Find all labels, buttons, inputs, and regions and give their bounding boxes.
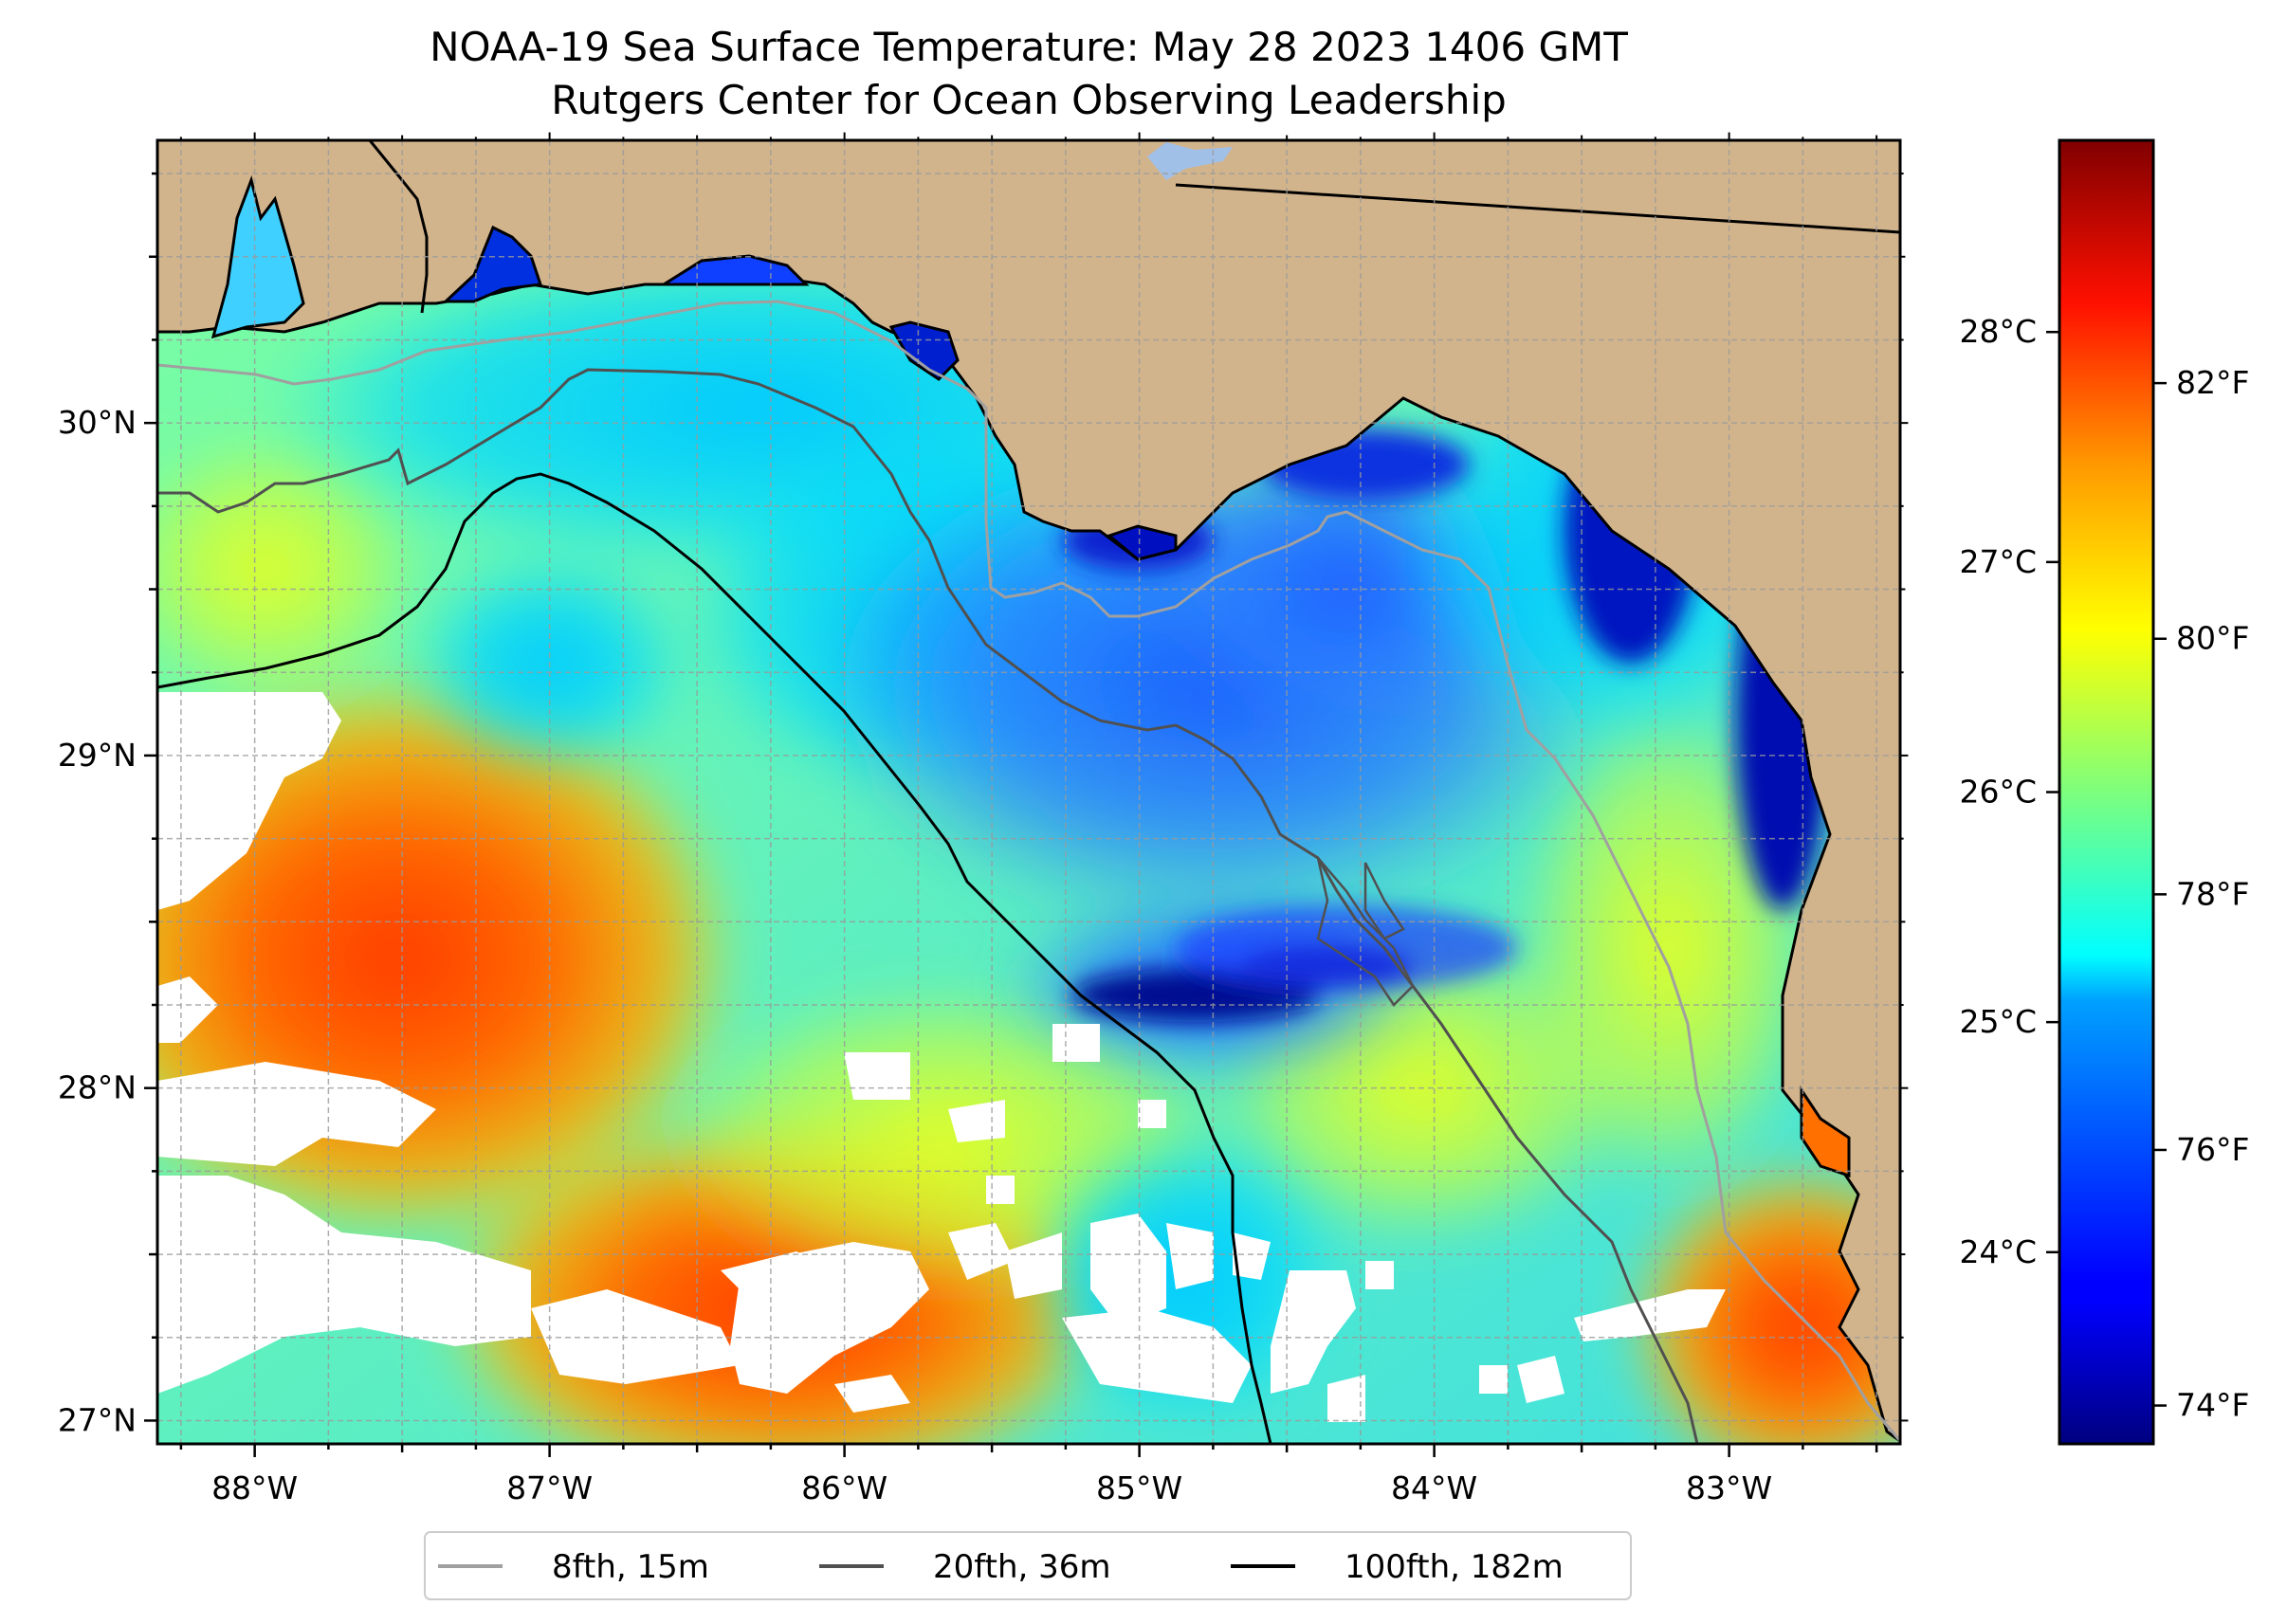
contour-20fth	[157, 368, 1699, 1444]
colorbar-ticks: 74°F 76°F 78°F 80°F 82°F 24°C 25°C 26°C 27°C 28°C	[1959, 313, 2249, 1423]
contour-100fth	[157, 472, 1272, 1444]
tick-label-lat: 28°N	[58, 1069, 137, 1106]
map-axis-ticks: 88°W 87°W 86°W 85°W 84°W 83°W 27°N 28°N 29°N 30°N	[58, 132, 1909, 1506]
colorbar-label-c: 25°C	[1959, 1003, 2037, 1040]
colorbar-label-c: 28°C	[1959, 313, 2037, 350]
chart-title: NOAA-19 Sea Surface Temperature: May 28 …	[430, 24, 1628, 70]
tick-label-lon: 85°W	[1096, 1469, 1182, 1506]
colorbar-label-f: 82°F	[2176, 364, 2249, 401]
legend-label: 100fth, 182m	[1345, 1548, 1564, 1586]
legend: 8fth, 15m 20fth, 36m 100fth, 182m	[424, 1531, 1632, 1600]
colorbar-label-f: 74°F	[2176, 1387, 2249, 1424]
bay-waters	[210, 174, 1851, 1178]
tick-label-lon: 86°W	[801, 1469, 887, 1506]
tick-label-lon: 84°W	[1391, 1469, 1477, 1506]
colorbar: 74°F 76°F 78°F 80°F 82°F 24°C 25°C 26°C 27°C 28°C	[1959, 138, 2249, 1446]
legend-label: 20fth, 36m	[933, 1548, 1111, 1586]
contour-islands	[1316, 857, 1415, 1007]
bathymetry-contours	[157, 300, 1900, 1444]
tick-label-lon: 88°W	[211, 1469, 298, 1506]
chart-subtitle: Rutgers Center for Ocean Observing Leade…	[551, 77, 1507, 123]
state-boundary-georgia-florida	[1175, 183, 1900, 234]
legend-label: 8fth, 15m	[552, 1548, 709, 1586]
colorbar-label-f: 80°F	[2176, 620, 2249, 657]
colorbar-gradient	[2058, 138, 2155, 1446]
colorbar-label-c: 24°C	[1959, 1233, 2037, 1270]
sst-map	[157, 140, 1900, 1444]
lake-water	[1147, 142, 1233, 180]
legend-box	[424, 1531, 1632, 1600]
tick-label-lat: 27°N	[58, 1401, 137, 1438]
colorbar-label-f: 78°F	[2176, 875, 2249, 912]
contour-8fth	[157, 300, 1900, 1442]
colorbar-label-f: 76°F	[2176, 1131, 2249, 1168]
map-gridlines	[157, 140, 1900, 1444]
tick-label-lon: 83°W	[1686, 1469, 1772, 1506]
colorbar-label-c: 27°C	[1959, 543, 2037, 580]
cloud-mask	[157, 692, 1726, 1422]
tick-label-lat: 29°N	[58, 737, 137, 774]
map-frame	[156, 138, 1902, 1446]
state-boundary-alabama-florida	[368, 140, 429, 314]
tick-label-lon: 87°W	[506, 1469, 593, 1506]
tick-label-lat: 30°N	[58, 404, 137, 441]
colorbar-label-c: 26°C	[1959, 774, 2037, 811]
